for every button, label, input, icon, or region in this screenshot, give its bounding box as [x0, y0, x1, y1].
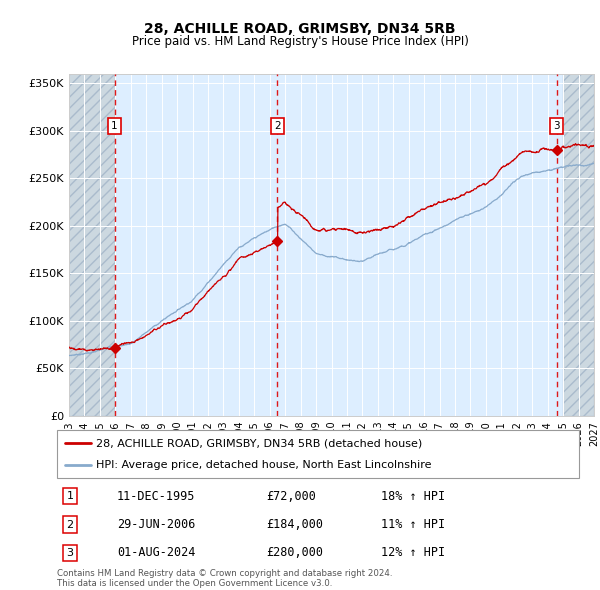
- Text: 1: 1: [67, 491, 74, 501]
- Text: 28, ACHILLE ROAD, GRIMSBY, DN34 5RB: 28, ACHILLE ROAD, GRIMSBY, DN34 5RB: [144, 22, 456, 37]
- Text: Price paid vs. HM Land Registry's House Price Index (HPI): Price paid vs. HM Land Registry's House …: [131, 35, 469, 48]
- Bar: [69, 74, 115, 416]
- Bar: [563, 74, 594, 416]
- Text: £72,000: £72,000: [266, 490, 316, 503]
- Text: 3: 3: [67, 548, 74, 558]
- Text: 12% ↑ HPI: 12% ↑ HPI: [380, 546, 445, 559]
- FancyBboxPatch shape: [57, 430, 579, 478]
- Text: 3: 3: [553, 121, 560, 131]
- Text: HPI: Average price, detached house, North East Lincolnshire: HPI: Average price, detached house, Nort…: [96, 460, 431, 470]
- Text: 2: 2: [274, 121, 281, 131]
- Text: 2: 2: [67, 520, 74, 529]
- Text: 29-JUN-2006: 29-JUN-2006: [117, 518, 196, 531]
- Text: Contains HM Land Registry data © Crown copyright and database right 2024.
This d: Contains HM Land Registry data © Crown c…: [57, 569, 392, 588]
- Text: £184,000: £184,000: [266, 518, 323, 531]
- Text: 11-DEC-1995: 11-DEC-1995: [117, 490, 196, 503]
- Text: 11% ↑ HPI: 11% ↑ HPI: [380, 518, 445, 531]
- Text: 18% ↑ HPI: 18% ↑ HPI: [380, 490, 445, 503]
- Text: 28, ACHILLE ROAD, GRIMSBY, DN34 5RB (detached house): 28, ACHILLE ROAD, GRIMSBY, DN34 5RB (det…: [96, 438, 422, 448]
- Text: 1: 1: [111, 121, 118, 131]
- Text: 01-AUG-2024: 01-AUG-2024: [117, 546, 196, 559]
- Text: £280,000: £280,000: [266, 546, 323, 559]
